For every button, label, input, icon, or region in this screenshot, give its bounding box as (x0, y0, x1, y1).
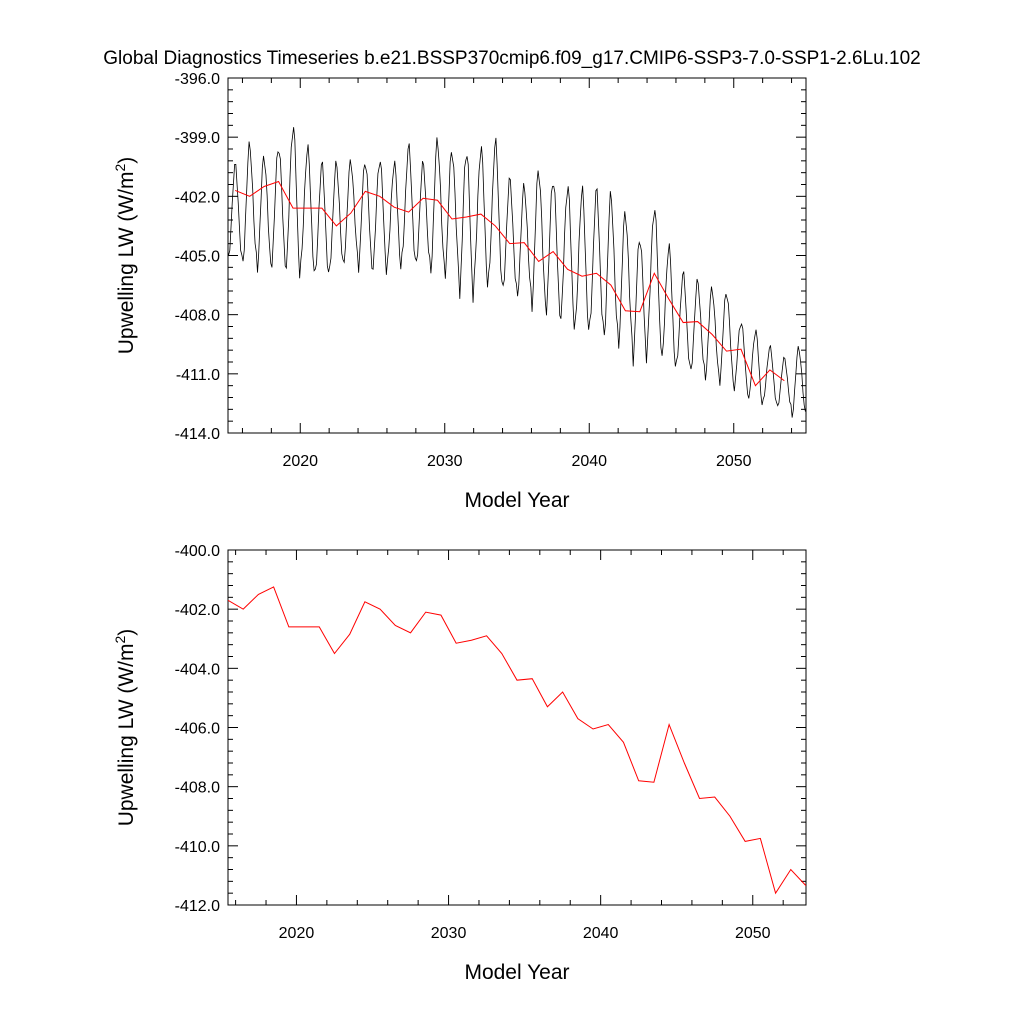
top-x-tick-label: 2050 (716, 453, 752, 470)
top-y-tick-label: -414.0 (175, 426, 220, 443)
bottom-x-tick-label: 2020 (279, 925, 315, 942)
top-y-tick-label: -399.0 (175, 130, 220, 147)
top-minor-ticks (228, 78, 806, 433)
bottom-y-tick-label: -412.0 (175, 898, 220, 915)
bottom-y-tick-label: -400.0 (175, 543, 220, 560)
top-x-axis-label: Model Year (464, 489, 569, 512)
top-y-tick-label: -405.0 (175, 249, 220, 266)
figure-title: Global Diagnostics Timeseries b.e21.BSSP… (103, 48, 920, 69)
top-series-monthly-line (228, 127, 806, 418)
bottom-x-axis-label: Model Year (464, 961, 569, 984)
top-y-tick-label: -402.0 (175, 189, 220, 206)
chart-panel-top: 2020 2030 2040 2050 -396.0 -399.0 -402.0 -405.0… (112, 71, 807, 512)
bottom-y-tick-label: -402.0 (175, 602, 220, 619)
bottom-y-tick-label: -404.0 (175, 661, 220, 678)
top-y-tick-label: -411.0 (176, 367, 220, 384)
top-y-tick-label: -408.0 (175, 308, 220, 325)
bottom-y-axis-label: Upwelling LW (W/m2) (112, 629, 138, 827)
top-y-axis-label: Upwelling LW (W/m2) (112, 157, 138, 355)
top-y-tick-label: -396.0 (175, 71, 220, 88)
bottom-x-tick-label: 2050 (735, 925, 771, 942)
bottom-y-tick-label: -406.0 (175, 721, 220, 738)
bottom-y-tick-label: -410.0 (175, 839, 220, 856)
top-x-tick-label: 2030 (427, 453, 463, 470)
top-data-area (228, 127, 806, 418)
top-series-annual-mean-line (235, 180, 785, 387)
top-x-tick-label: 2020 (282, 453, 318, 470)
bottom-y-tick-label: -408.0 (175, 780, 220, 797)
bottom-x-tick-label: 2040 (583, 925, 619, 942)
bottom-plot-frame (227, 549, 807, 906)
bottom-data-area (228, 586, 806, 895)
bottom-minor-ticks (228, 550, 806, 905)
top-x-tick-label: 2040 (571, 453, 607, 470)
chart-panel-bottom: 2020 2030 2040 2050 -400.0 -402.0 -404.0 -406.0… (112, 543, 807, 984)
bottom-x-tick-label: 2030 (431, 925, 467, 942)
bottom-series-annual-mean-line (228, 586, 806, 895)
